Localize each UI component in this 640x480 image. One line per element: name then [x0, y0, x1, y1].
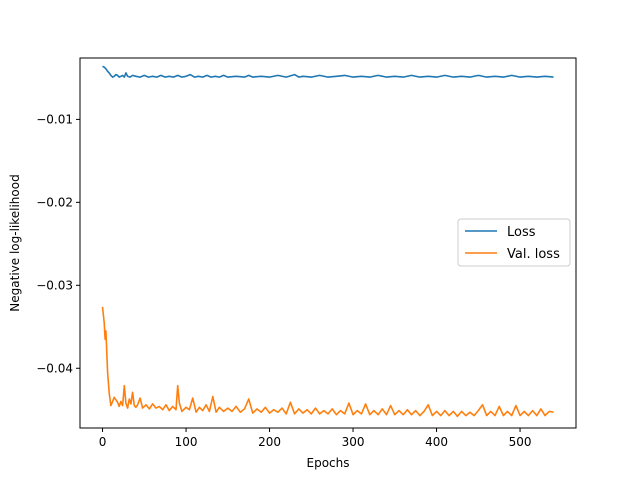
- plot-lines: [101, 65, 554, 418]
- y-axis-title: Negative log-likelihood: [8, 174, 22, 311]
- y-tick-label: −0.02: [36, 195, 73, 209]
- x-tick-label: 400: [425, 435, 448, 449]
- y-tick-label: −0.03: [36, 278, 73, 292]
- y-tick-label: −0.04: [36, 361, 73, 375]
- legend-label-val-loss: Val. loss: [507, 247, 560, 262]
- y-tick-label: −0.01: [36, 112, 73, 126]
- legend: Loss Val. loss: [457, 218, 571, 267]
- legend-label-loss: Loss: [507, 225, 536, 240]
- plot-frame: [79, 57, 577, 429]
- x-tick-label: 500: [509, 435, 532, 449]
- series-line-val-loss: [101, 306, 554, 418]
- x-tick-label: 0: [99, 435, 107, 449]
- x-axis-title: Epochs: [307, 456, 350, 470]
- axis-ticks: 0 100 200 300 400 500 −0.01 −0.02 −0.03 −0.04: [36, 112, 531, 449]
- x-tick-label: 200: [258, 435, 281, 449]
- series-line-loss: [102, 65, 554, 78]
- x-tick-label: 300: [342, 435, 365, 449]
- x-tick-label: 100: [175, 435, 198, 449]
